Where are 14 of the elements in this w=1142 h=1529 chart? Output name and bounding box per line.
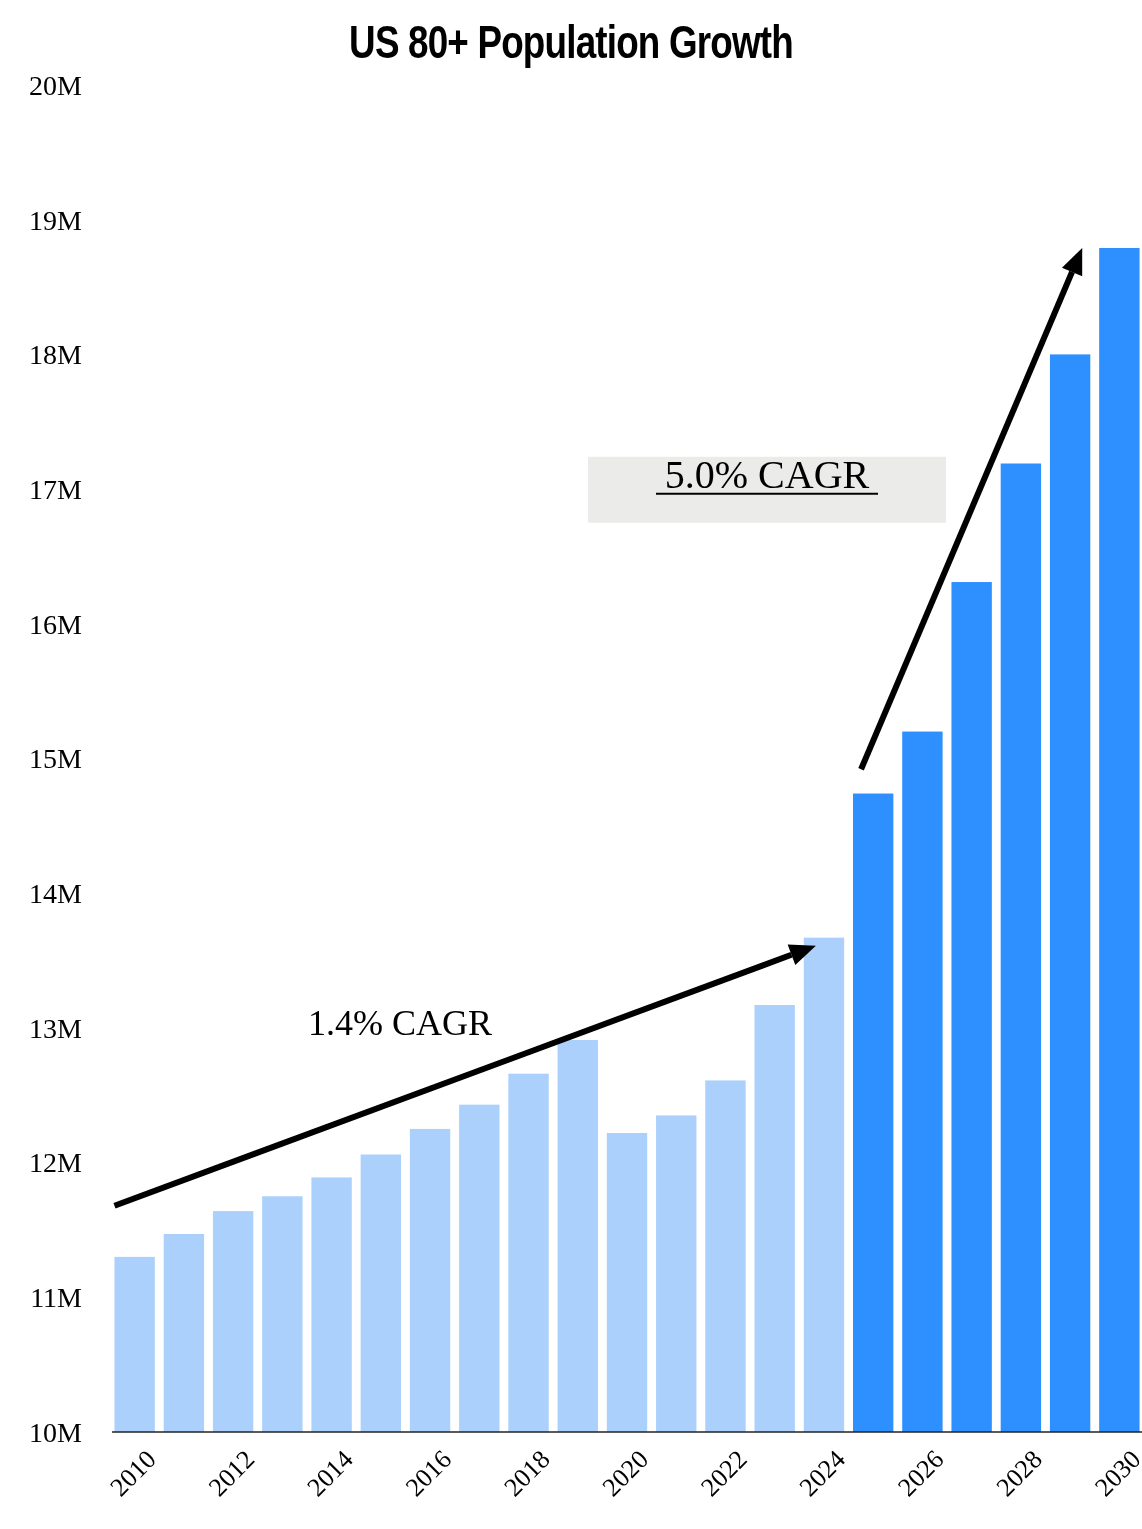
y-tick-label: 20M [29,69,83,101]
y-tick-label: 14M [29,878,83,909]
y-tick-label: 12M [29,1147,83,1179]
annotation: 1.4% CAGR [307,1002,493,1043]
y-tick-label: 18M [29,339,83,371]
y-tick-label: 13M [29,1012,83,1044]
y-tick-label: 17M [29,473,83,505]
y-tick-label: 16M [29,608,83,640]
chart-title: US 80+ Population Growth [349,16,793,68]
y-tick-label: 19M [29,204,83,236]
y-tick-label: 10M [29,1416,83,1448]
annotation: 5.0% CAGR [664,451,870,497]
y-tick-label: 15M [29,743,83,775]
y-tick-label: 11M [30,1282,83,1314]
